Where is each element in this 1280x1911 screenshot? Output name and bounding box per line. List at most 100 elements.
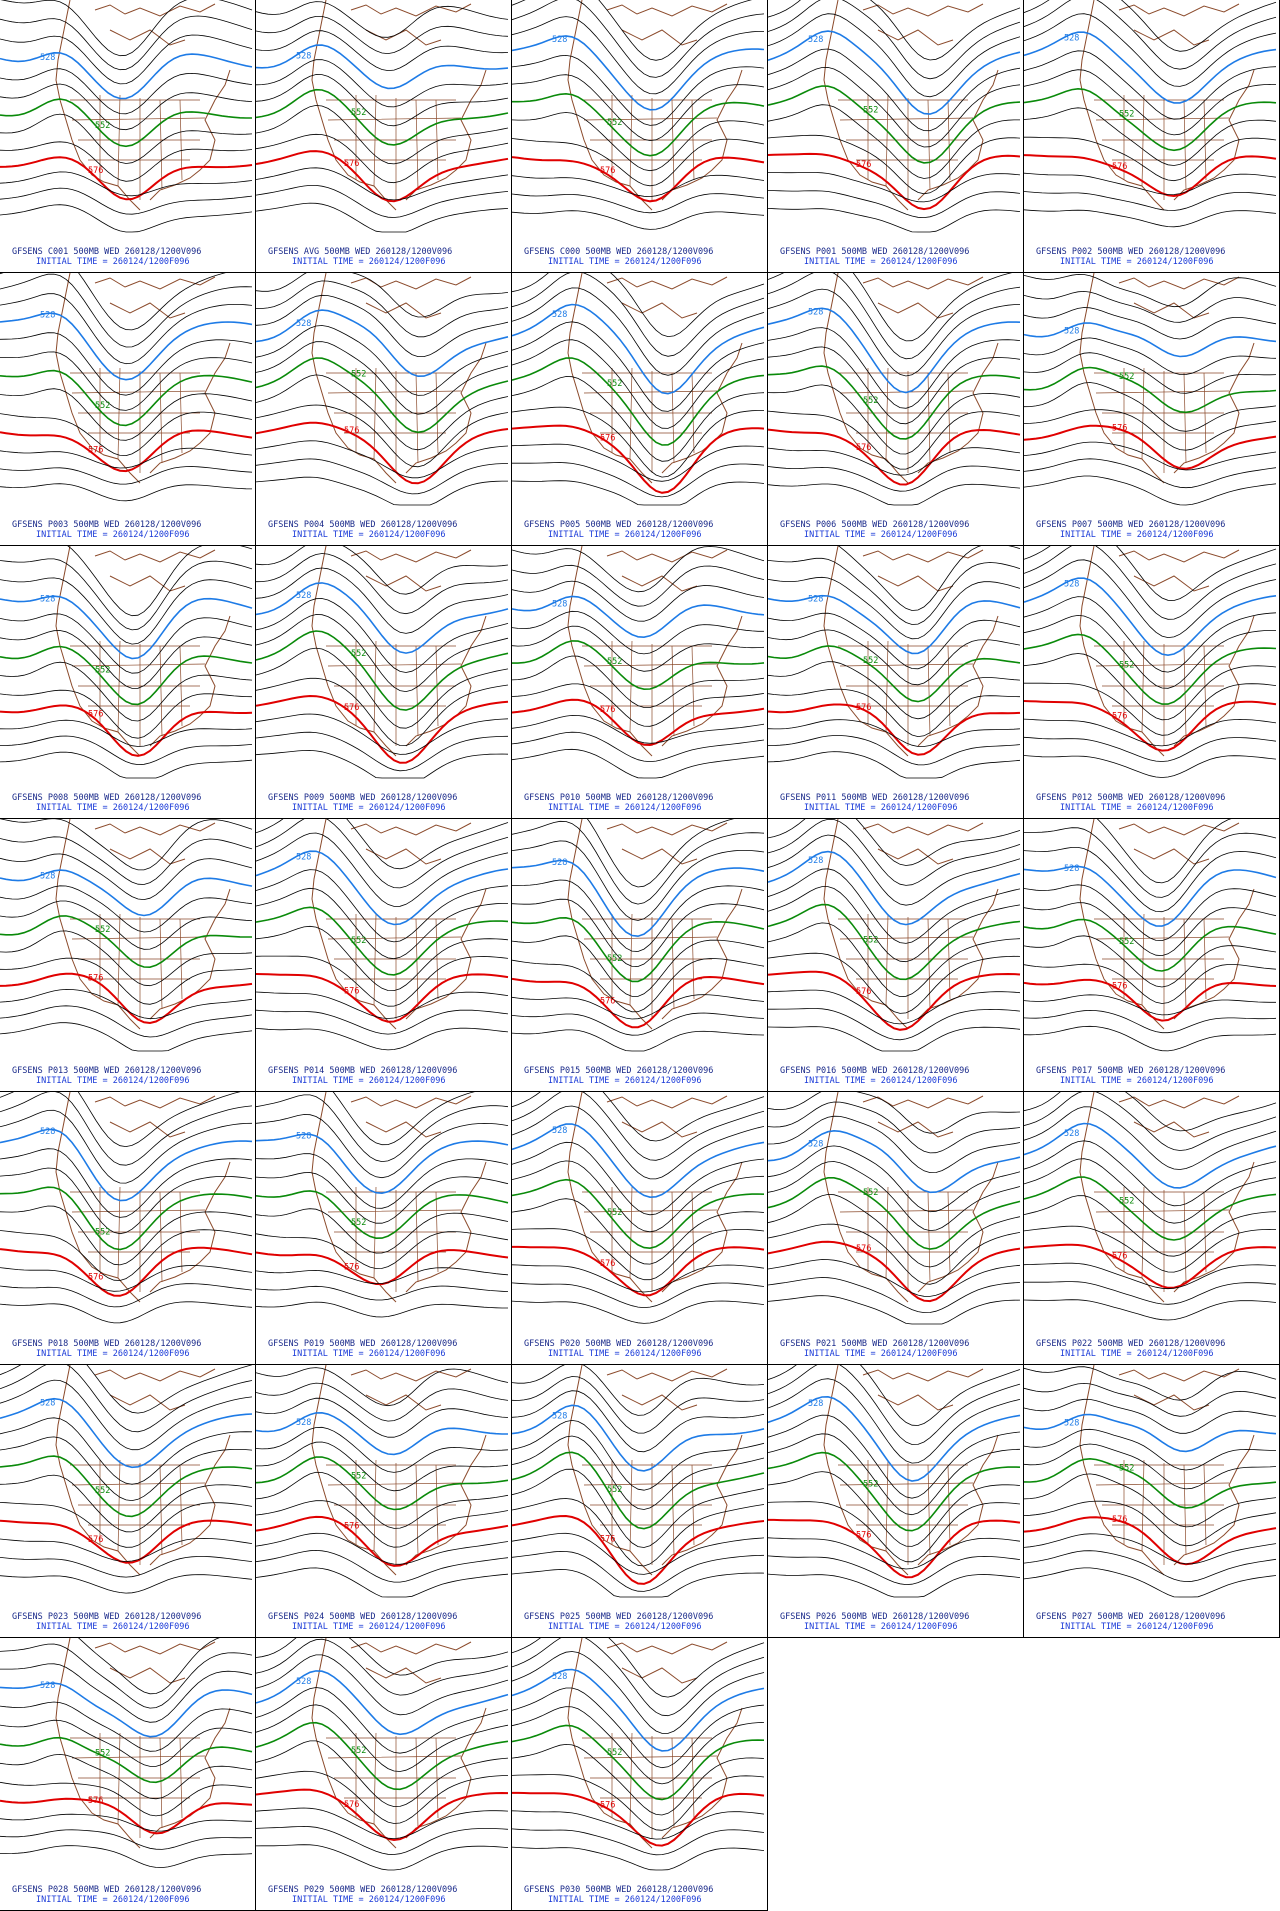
- contour: [0, 1417, 253, 1485]
- map-panel: 528 552 576 GFSENS P008 500MB WED 260128/12…: [0, 546, 256, 819]
- contour: [0, 1781, 253, 1817]
- contour-label: 552: [1119, 1197, 1134, 1207]
- contour: [0, 1845, 253, 1869]
- highlighted-contour: [512, 595, 765, 639]
- contour-label: 552: [95, 1486, 110, 1496]
- highlighted-contour: [512, 92, 765, 157]
- initial-time: INITIAL TIME = 260124/1200F096: [36, 1349, 190, 1359]
- contour: [1024, 50, 1277, 120]
- contour: [256, 1825, 509, 1855]
- highlighted-contour: [768, 428, 1021, 486]
- contour-label: 576: [344, 159, 359, 169]
- contour: [0, 113, 253, 164]
- contour: [0, 1148, 253, 1218]
- highlighted-contour: [1024, 366, 1277, 414]
- contour: [0, 577, 253, 645]
- map: 528 552 576 GFSENS P029 500MB WED 260128/12…: [256, 1638, 511, 1910]
- panel-title: GFSENS P029 500MB WED 260128/1200V096: [268, 1885, 457, 1895]
- map-panel: 528 552 576 GFSENS P007 500MB WED 260128/12…: [1024, 273, 1280, 546]
- panel-title: GFSENS C000 500MB WED 260128/1200V096: [524, 247, 713, 257]
- contour: [1024, 1092, 1277, 1132]
- caption-bg: [768, 1330, 1023, 1364]
- contour: [1024, 546, 1277, 601]
- contour: [512, 74, 765, 142]
- contour: [1024, 1225, 1277, 1273]
- contour: [0, 751, 253, 779]
- contour: [256, 74, 509, 127]
- highlighted-contour: [256, 1411, 508, 1456]
- state-borders: [838, 913, 974, 1019]
- state-borders: [838, 640, 974, 746]
- contour: [256, 1638, 509, 1696]
- coastline: [567, 819, 743, 1030]
- contour: [1024, 884, 1277, 942]
- contour: [1024, 13, 1277, 87]
- panel-title: GFSENS P018 500MB WED 260128/1200V096: [12, 1339, 201, 1349]
- caption-bg: [256, 784, 511, 818]
- contour-label: 528: [40, 1399, 55, 1409]
- highlighted-contour: [1024, 31, 1277, 104]
- contour: [512, 1532, 765, 1575]
- contour: [256, 1441, 509, 1492]
- contour: [512, 935, 765, 997]
- contour: [512, 1264, 765, 1293]
- map: 528 552 576 GFSENS AVG 500MB WED 260128/120…: [256, 0, 511, 272]
- highlighted-contour: [512, 975, 765, 1029]
- contour: [768, 688, 1021, 738]
- highlighted-contour: [256, 357, 509, 434]
- contour: [512, 580, 765, 622]
- contour: [512, 0, 753, 61]
- map: 528 552 576 GFSENS P017 500MB WED 260128/12…: [1024, 819, 1279, 1091]
- contour: [256, 59, 509, 108]
- highlighted-contour: [512, 303, 765, 395]
- contour-label: 552: [1119, 1463, 1134, 1473]
- contour-label: 552: [1119, 372, 1134, 382]
- coastline: [55, 819, 231, 1030]
- contour: [768, 719, 1021, 747]
- panel-title: GFSENS P009 500MB WED 260128/1200V096: [268, 793, 457, 803]
- contour: [512, 1846, 765, 1871]
- highlighted-contour: [0, 1455, 253, 1518]
- contour-label: 576: [88, 709, 103, 719]
- panel-title: GFSENS P013 500MB WED 260128/1200V096: [12, 1066, 201, 1076]
- highlighted-contour: [512, 859, 765, 938]
- map: 528 552 576 GFSENS P019 500MB WED 260128/12…: [256, 1092, 511, 1364]
- contour: [0, 1005, 253, 1038]
- initial-time: INITIAL TIME = 260124/1200F096: [804, 803, 958, 813]
- contour: [768, 735, 1021, 766]
- initial-time: INITIAL TIME = 260124/1200F096: [292, 803, 446, 813]
- panel-title: GFSENS P024 500MB WED 260128/1200V096: [268, 1612, 457, 1622]
- contour: [256, 1471, 509, 1529]
- highlighted-contour: [768, 645, 1021, 703]
- contour: [512, 462, 765, 498]
- state-borders: [838, 94, 974, 200]
- contour: [1024, 1158, 1277, 1224]
- contour: [256, 1807, 509, 1840]
- state-borders: [326, 367, 462, 473]
- contour: [768, 557, 1021, 625]
- contour: [1096, 819, 1232, 884]
- contour-label: 552: [1119, 660, 1134, 670]
- coastline: [567, 1365, 743, 1576]
- contour: [0, 1502, 253, 1548]
- contour-label: 552: [351, 1746, 366, 1756]
- caption-bg: [512, 238, 767, 272]
- contour-label: 552: [607, 1748, 622, 1758]
- contour: [512, 1687, 765, 1769]
- state-borders: [582, 367, 718, 473]
- contour-label: 576: [856, 987, 871, 997]
- map: 528 552 576 GFSENS P005 500MB WED 260128/12…: [512, 273, 767, 545]
- contour: [0, 1109, 253, 1184]
- contour: [768, 273, 1021, 360]
- panel-title: GFSENS P017 500MB WED 260128/1200V096: [1036, 1066, 1225, 1076]
- highlighted-contour: [256, 1456, 509, 1511]
- contour: [837, 546, 1021, 611]
- contour: [768, 1501, 1021, 1563]
- highlighted-contour: [1024, 154, 1277, 198]
- highlighted-contour: [0, 1186, 253, 1251]
- highlighted-contour: [256, 309, 509, 378]
- contour-label: 576: [600, 1801, 615, 1811]
- contour-label: 552: [863, 656, 878, 666]
- initial-time: INITIAL TIME = 260124/1200F096: [292, 1622, 446, 1632]
- highlighted-contour: [0, 1682, 253, 1738]
